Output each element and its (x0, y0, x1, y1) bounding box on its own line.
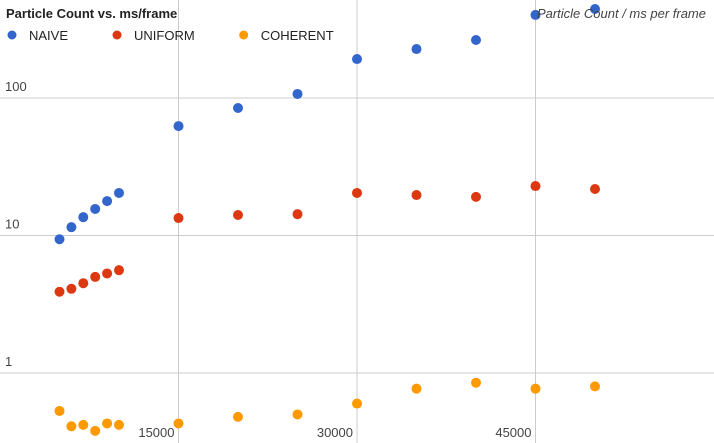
data-point (590, 3, 600, 14)
chart-title: Particle Count vs. ms/frame (6, 6, 177, 21)
data-point (66, 421, 77, 432)
data-point (102, 268, 113, 279)
data-point (173, 418, 184, 429)
y-tick-label: 100 (5, 79, 27, 94)
data-point (102, 196, 113, 207)
data-point (352, 54, 362, 65)
data-point (114, 265, 124, 276)
data-point (590, 381, 600, 392)
data-point (411, 383, 422, 394)
legend-label: NAIVE (29, 28, 68, 43)
data-point (78, 419, 89, 430)
data-point (292, 409, 303, 420)
data-point (54, 405, 65, 416)
x-tick-label: 15000 (138, 425, 174, 440)
data-point (530, 383, 541, 394)
data-point (233, 210, 243, 221)
data-point (233, 102, 243, 113)
data-point (90, 271, 101, 282)
data-point (292, 88, 303, 99)
y-axis-label: Particle Count / ms per frame (537, 6, 706, 21)
data-point (173, 213, 184, 224)
data-point (411, 190, 422, 201)
y-tick-label: 10 (5, 217, 19, 232)
data-point (471, 35, 481, 46)
data-point (530, 9, 541, 20)
data-point (590, 183, 600, 194)
data-point (114, 187, 124, 198)
data-point (352, 398, 362, 409)
data-point (471, 377, 481, 388)
data-point (530, 181, 541, 192)
y-tick-label: 1 (5, 354, 12, 369)
data-point (66, 222, 77, 233)
legend-marker (112, 30, 122, 40)
legend-marker (7, 30, 17, 40)
legend-label: UNIFORM (134, 28, 195, 43)
data-point (90, 203, 101, 214)
x-tick-label: 30000 (317, 425, 353, 440)
data-point (292, 209, 303, 220)
data-point (173, 121, 184, 132)
data-point (54, 286, 65, 297)
data-point (114, 419, 124, 430)
data-point (411, 44, 422, 55)
data-point (471, 191, 481, 202)
data-point (66, 283, 77, 294)
data-point (352, 187, 362, 198)
data-point (78, 212, 89, 223)
data-point (102, 418, 113, 429)
data-point (78, 278, 89, 289)
data-point (90, 425, 101, 436)
data-point (233, 411, 243, 422)
data-point (54, 234, 65, 245)
x-tick-label: 45000 (495, 425, 531, 440)
legend-label: COHERENT (261, 28, 334, 43)
legend-marker (239, 30, 249, 40)
plot-area (54, 3, 600, 436)
legend: NAIVE UNIFORM COHERENT (7, 28, 334, 43)
